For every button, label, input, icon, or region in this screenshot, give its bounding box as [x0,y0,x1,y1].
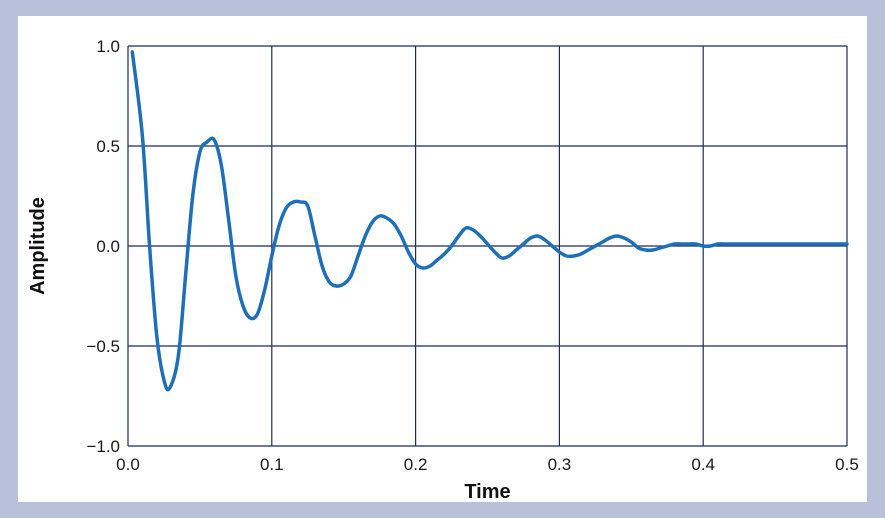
y-tick-label: 0.5 [96,137,120,156]
y-axis-title: Amplitude [27,197,49,295]
y-tick-label: −1.0 [86,437,120,456]
series-line [130,50,849,392]
y-tick-label: −0.5 [86,337,120,356]
y-tick-label: 0.0 [96,237,120,256]
x-axis-title: Time [464,481,510,502]
tick-labels: 0.0 0.1 0.2 0.3 0.4 0.5 1.0 0.5 0.0 −0.5 −1.0 [86,37,858,474]
y-tick-label: 1.0 [96,37,120,56]
x-tick-label: 0.0 [116,455,140,474]
x-tick-label: 0.5 [835,455,859,474]
x-tick-label: 0.2 [404,455,428,474]
x-tick-label: 0.3 [548,455,572,474]
line-chart: 0.0 0.1 0.2 0.3 0.4 0.5 1.0 0.5 0.0 −0.5 −1.0 Time… [27,37,859,502]
series-layer [130,50,849,392]
x-tick-label: 0.4 [691,455,715,474]
x-tick-label: 0.1 [260,455,284,474]
chart-figure: 0.0 0.1 0.2 0.3 0.4 0.5 1.0 0.5 0.0 −0.5 −1.0 Time… [18,16,867,502]
